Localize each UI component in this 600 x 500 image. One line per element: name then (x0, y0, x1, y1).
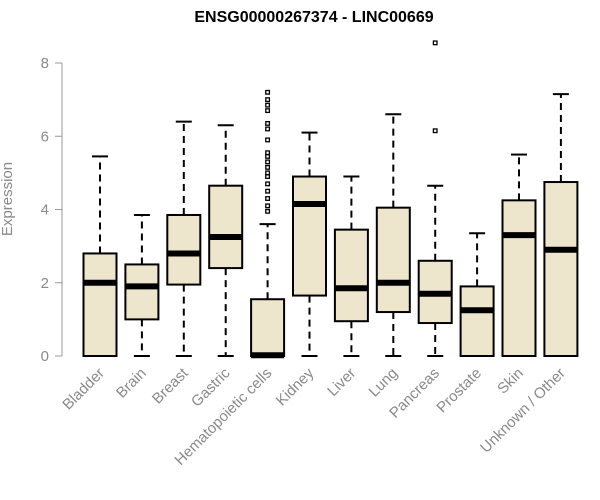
outlier-point (265, 159, 271, 165)
outlier-point (265, 150, 271, 156)
outlier-point (432, 40, 438, 46)
y-tick-label: 6 (41, 128, 49, 145)
box-group (333, 175, 369, 357)
x-tick-label: Lung (366, 365, 402, 401)
y-axis-title: Expression (0, 162, 16, 236)
plot-area (82, 40, 579, 359)
y-tick-label: 4 (41, 202, 49, 219)
box-group (250, 89, 286, 359)
outlier-point (265, 181, 271, 187)
box-iqr (501, 199, 537, 357)
outlier-point (265, 170, 271, 176)
box-iqr (375, 206, 411, 314)
box-group (292, 131, 327, 357)
box-group (166, 120, 202, 357)
box-iqr (543, 181, 579, 357)
y-tick-label: 0 (41, 348, 49, 365)
outlier-point (265, 137, 271, 143)
x-tick-label: Brain (113, 365, 150, 402)
x-tick-label: Skin (494, 365, 527, 398)
box-iqr (124, 263, 160, 321)
outlier-point (265, 208, 271, 214)
x-tick-label: Prostate (433, 365, 485, 417)
x-tick-label: Breast (149, 364, 192, 407)
x-tick-label: Kidney (273, 364, 318, 409)
outlier-point (265, 188, 271, 194)
y-tick-label: 8 (41, 55, 49, 72)
box-iqr (459, 285, 495, 358)
box-iqr (250, 298, 286, 358)
box-group (375, 113, 411, 357)
box-iqr (208, 184, 244, 270)
outlier-point (432, 128, 438, 134)
x-tick-label: Bladder (59, 365, 108, 414)
outlier-point (265, 108, 271, 114)
box-group (459, 232, 495, 358)
outlier-point (265, 196, 271, 201)
outlier-point (265, 203, 271, 209)
outlier-point (265, 89, 271, 95)
box-group (543, 93, 579, 357)
box-iqr (333, 228, 369, 323)
box-iqr (82, 252, 118, 357)
outlier-point (265, 97, 271, 103)
outlier-point (265, 126, 271, 132)
y-axis: 0 2 4 6 8 (41, 55, 63, 365)
box-group (208, 124, 244, 357)
box-group (501, 153, 537, 357)
box-group (82, 155, 118, 357)
box-iqr (166, 213, 202, 286)
box-group (124, 213, 160, 357)
y-tick-label: 2 (41, 275, 49, 292)
outlier-point (265, 164, 271, 170)
outlier-point (265, 120, 271, 126)
chart-title: ENSG00000267374 - LINC00669 (194, 9, 433, 26)
box-iqr (292, 175, 327, 297)
x-tick-label: Liver (324, 365, 359, 400)
outlier-point (265, 102, 271, 108)
box-group (417, 40, 453, 357)
